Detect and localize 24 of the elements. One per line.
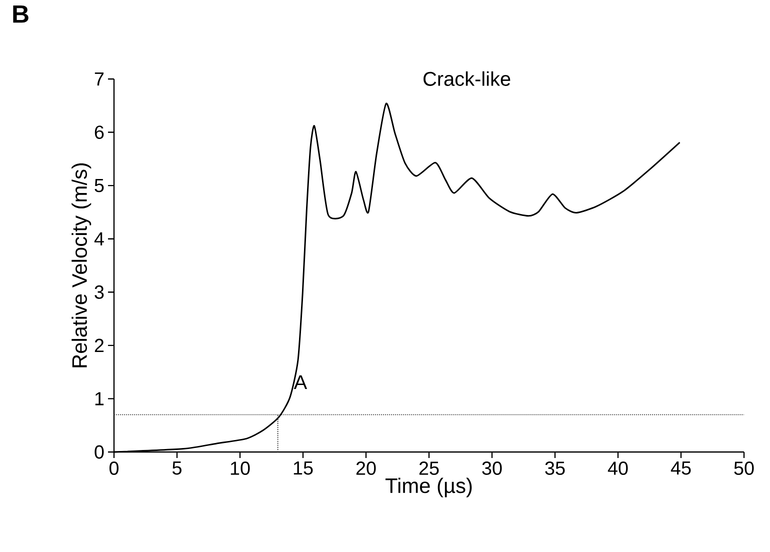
- x-tick-label: 25: [419, 462, 439, 475]
- y-axis-title: Relative Velocity (m/s): [72, 163, 92, 368]
- y-tick-label: 6: [94, 126, 104, 139]
- annotation: Crack-like: [424, 71, 510, 86]
- y-tick-label: 0: [94, 445, 104, 459]
- annotation: A: [294, 375, 308, 390]
- x-axis-title: Time (µs): [385, 478, 472, 498]
- chart-title: B: [13, 6, 28, 23]
- x-tick-label: 0: [109, 462, 119, 475]
- x-tick-label: 45: [670, 462, 691, 475]
- y-tick-label: 4: [94, 232, 104, 246]
- x-tick-label: 50: [734, 462, 754, 475]
- y-tick-label: 3: [94, 285, 104, 299]
- y-tick-label: 2: [94, 338, 104, 352]
- y-tick-label: 5: [94, 178, 104, 192]
- x-tick-label: 40: [608, 462, 628, 475]
- x-tick-label: 5: [172, 462, 182, 475]
- x-tick-label: 15: [294, 462, 313, 475]
- x-tick-label: 35: [545, 462, 565, 475]
- x-tick-label: 10: [230, 462, 250, 475]
- x-tick-label: 30: [482, 462, 502, 475]
- x-tick-label: 20: [356, 462, 376, 475]
- y-tick-label: 7: [94, 72, 104, 86]
- y-tick-label: 1: [95, 392, 104, 406]
